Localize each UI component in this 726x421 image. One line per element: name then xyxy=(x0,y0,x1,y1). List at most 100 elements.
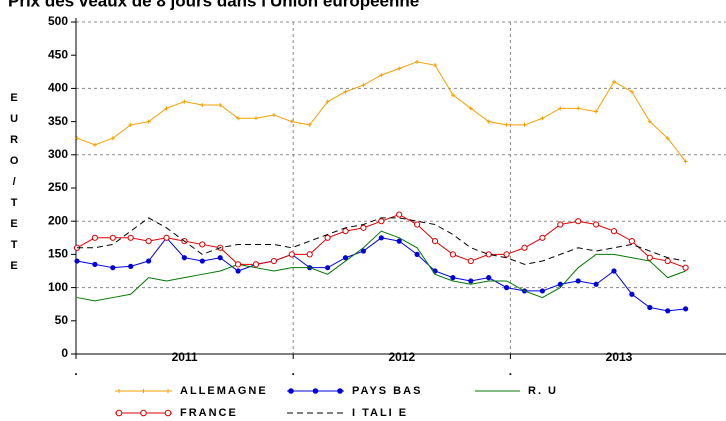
series-line xyxy=(77,217,686,265)
point xyxy=(182,99,187,104)
legend-marker xyxy=(115,409,123,417)
legend-marker xyxy=(312,388,319,394)
point xyxy=(450,93,455,98)
point xyxy=(163,234,170,241)
point xyxy=(539,288,546,294)
point xyxy=(647,119,652,124)
point xyxy=(396,238,402,244)
point xyxy=(360,248,366,254)
point xyxy=(467,257,474,265)
legend-marker xyxy=(140,409,147,417)
point xyxy=(110,265,116,271)
point xyxy=(558,106,563,111)
legend-marker xyxy=(288,388,294,394)
point xyxy=(468,278,474,284)
point xyxy=(91,234,99,241)
point xyxy=(146,119,151,124)
y-tick-label: 300 xyxy=(48,147,68,161)
point xyxy=(575,218,582,225)
point xyxy=(270,257,277,265)
point xyxy=(664,257,671,265)
point xyxy=(128,263,134,269)
point xyxy=(629,89,634,94)
legend-label: PAYS BAS xyxy=(352,385,422,397)
point xyxy=(610,228,618,235)
point xyxy=(236,116,241,121)
point xyxy=(647,304,653,311)
y-tick-label: 0 xyxy=(61,346,68,360)
point xyxy=(504,285,510,291)
point xyxy=(522,122,527,127)
point xyxy=(92,261,98,267)
point xyxy=(199,258,205,264)
point xyxy=(199,241,206,248)
point xyxy=(342,228,349,235)
point xyxy=(594,109,599,114)
point xyxy=(181,255,187,261)
point xyxy=(342,255,349,261)
x-tick-label: . xyxy=(292,364,295,378)
point xyxy=(433,63,437,68)
y-tick-label: 250 xyxy=(48,180,68,194)
point xyxy=(449,251,456,258)
point xyxy=(200,103,205,107)
series-line xyxy=(76,237,686,312)
point xyxy=(415,59,420,64)
point xyxy=(629,291,635,297)
point xyxy=(611,268,617,274)
point xyxy=(593,221,600,228)
point xyxy=(288,251,295,258)
y-tick-label: 150 xyxy=(48,247,68,261)
point xyxy=(683,159,688,164)
point xyxy=(503,251,510,258)
y-axis-label: EURO/TETE xyxy=(8,92,20,281)
point xyxy=(396,211,403,218)
point xyxy=(271,112,276,117)
point xyxy=(145,238,152,245)
point xyxy=(360,224,367,231)
y-tick-label: 350 xyxy=(48,114,68,128)
point xyxy=(486,119,491,124)
point xyxy=(557,221,564,228)
y-tick-label: 200 xyxy=(48,213,68,227)
legend-marker xyxy=(141,389,146,393)
point xyxy=(521,244,528,251)
point xyxy=(75,136,79,141)
point xyxy=(486,275,492,281)
point xyxy=(128,122,133,127)
point xyxy=(379,73,384,78)
x-tick-label: . xyxy=(74,364,77,378)
point xyxy=(414,251,420,257)
point xyxy=(646,254,653,261)
point xyxy=(235,261,242,268)
point xyxy=(325,99,330,104)
x-tick-label: . xyxy=(509,364,512,378)
point xyxy=(92,142,97,147)
point xyxy=(289,119,294,124)
point xyxy=(612,79,616,84)
legend-label: R. U xyxy=(528,385,558,397)
point xyxy=(378,218,385,225)
legend-label: I TALI E xyxy=(352,407,408,419)
point xyxy=(378,235,384,241)
point xyxy=(576,106,581,111)
point xyxy=(164,106,169,111)
y-tick-label: 50 xyxy=(55,313,69,327)
x-category-label: 2012 xyxy=(388,350,415,364)
legend-marker xyxy=(337,388,343,394)
point xyxy=(146,258,152,264)
legend-marker xyxy=(166,389,170,393)
point xyxy=(110,136,115,141)
point xyxy=(307,122,312,127)
point xyxy=(397,66,402,71)
point xyxy=(504,122,509,127)
point xyxy=(217,255,223,261)
point xyxy=(468,106,473,111)
point xyxy=(540,116,545,121)
y-tick-label: 100 xyxy=(48,280,68,294)
series-line xyxy=(76,230,686,302)
point xyxy=(127,234,134,241)
point xyxy=(414,221,421,228)
point xyxy=(593,281,599,287)
point xyxy=(450,275,456,281)
